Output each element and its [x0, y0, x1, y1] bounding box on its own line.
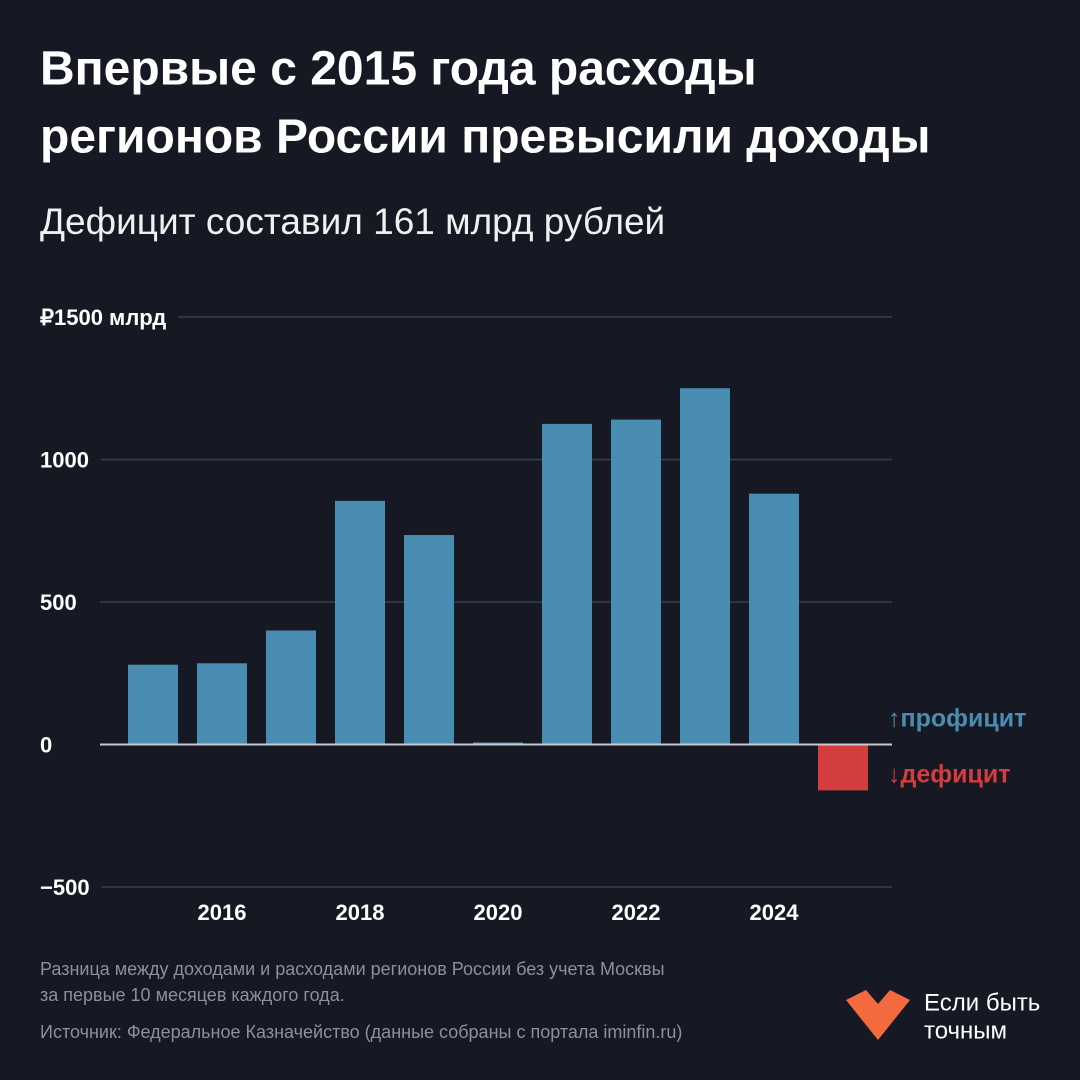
x-tick-label: 2020 — [474, 900, 523, 925]
bar — [749, 493, 799, 745]
y-tick-label: ₽1500 млрд — [40, 305, 166, 330]
x-tick-label: 2018 — [336, 900, 385, 925]
x-tick-label: 2016 — [198, 900, 247, 925]
brand-text: Если быть — [924, 989, 1040, 1016]
bar — [404, 535, 454, 745]
bar — [335, 500, 385, 745]
bar — [611, 419, 661, 745]
y-tick-label: 0 — [40, 732, 52, 757]
y-tick-label: −500 — [40, 875, 90, 900]
logo: Если быть точным — [846, 989, 1040, 1044]
bar — [266, 630, 316, 745]
chart-subtitle: Дефицит составил 161 млрд рублей — [40, 201, 665, 242]
x-tick-label: 2024 — [750, 900, 800, 925]
bar — [818, 744, 868, 791]
annotation: ↑профицит — [888, 705, 1026, 733]
x-tick-label: 2022 — [612, 900, 661, 925]
chart-title: Впервые с 2015 года расходы — [40, 43, 757, 96]
y-tick-label: 1000 — [40, 447, 89, 472]
note: Разница между доходами и расходами регио… — [40, 959, 665, 979]
bar — [680, 388, 730, 745]
annotation: ↓дефицит — [888, 761, 1011, 789]
y-tick-label: 500 — [40, 590, 77, 615]
note: за первые 10 месяцев каждого года. — [40, 985, 345, 1005]
brand-text: точным — [924, 1017, 1007, 1044]
chart-title: регионов России превысили доходы — [40, 111, 931, 164]
bar — [542, 423, 592, 745]
bar — [128, 664, 178, 745]
logo-icon — [846, 990, 910, 1040]
bar — [197, 663, 247, 745]
source: Источник: Федеральное Казначейство (данн… — [40, 1022, 682, 1042]
